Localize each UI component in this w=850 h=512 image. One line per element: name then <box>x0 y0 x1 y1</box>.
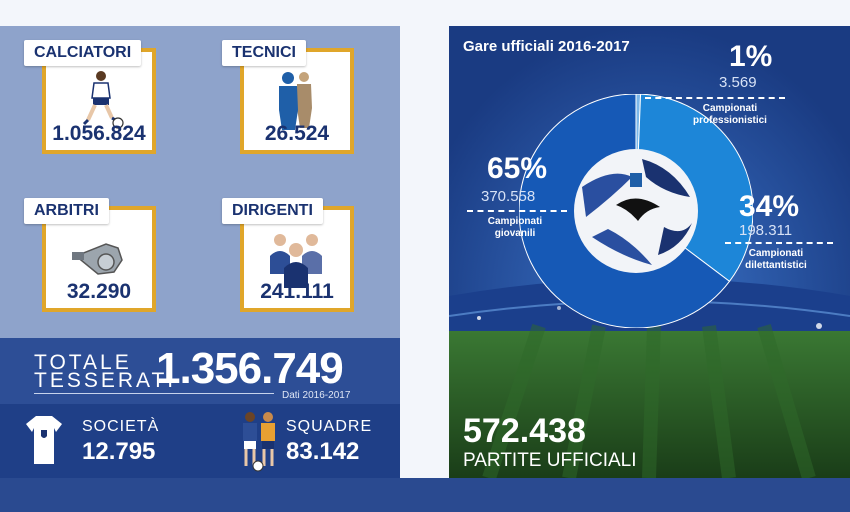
total-note: Dati 2016-2017 <box>282 390 351 401</box>
footballer-icon <box>82 71 124 129</box>
leader-line <box>645 97 785 99</box>
coaches-icon <box>279 72 312 130</box>
total-label: TOTALE TESSERATI <box>34 351 177 392</box>
card-label: TECNICI <box>222 40 306 66</box>
card-label: CALCIATORI <box>24 40 142 66</box>
squadre-value: 83.142 <box>286 438 360 465</box>
total-label-line2: TESSERATI <box>34 369 177 392</box>
societa-value: 12.795 <box>82 438 156 465</box>
tesserati-panel: CALCIATORI 1.056.824 TECNICI 26.524 ARBI… <box>0 26 400 478</box>
total-value: 1.356.749 <box>156 344 344 393</box>
matches-value: 572.438 <box>463 412 586 450</box>
bottom-strip <box>0 478 850 512</box>
societa-label: SOCIETÀ <box>82 418 160 435</box>
card-calciatori: CALCIATORI 1.056.824 <box>24 40 162 154</box>
leader-line <box>725 242 833 244</box>
societa-stat: SOCIETÀ 12.795 <box>82 418 159 466</box>
whistle-icon <box>72 243 123 275</box>
clubs-teams-bar: SOCIETÀ 12.795 SQUADRE 83.142 <box>0 404 400 478</box>
card-value: 241.111 <box>260 280 334 303</box>
slice-pct-professionisti: 1% <box>729 40 773 73</box>
matches-label: PARTITE UFFICIALI <box>463 450 637 471</box>
team-players-icon <box>243 412 275 472</box>
slice-count-dilettanti: 198.311 <box>739 222 793 239</box>
slice-label-giovanili: Campionati giovanili <box>487 216 543 239</box>
slice-pct-giovanili: 65% <box>487 152 548 185</box>
squadre-label: SQUADRE <box>286 418 373 435</box>
card-value: 26.524 <box>264 122 330 145</box>
total-rule <box>34 393 274 394</box>
pie-slice-1 <box>635 94 753 283</box>
card-label: ARBITRI <box>24 198 109 224</box>
jersey-icon <box>26 416 62 464</box>
card-value: 1.056.824 <box>52 122 146 145</box>
slice-pct-dilettanti: 34% <box>739 190 800 223</box>
managers-icon <box>270 234 322 288</box>
squadre-stat: SQUADRE 83.142 <box>286 418 372 466</box>
total-banner: TOTALE TESSERATI 1.356.749 Dati 2016-201… <box>0 338 400 404</box>
card-arbitri: ARBITRI 32.290 <box>24 198 162 312</box>
card-label: DIRIGENTI <box>222 198 323 224</box>
card-dirigenti: DIRIGENTI 241.111 <box>222 198 360 312</box>
slice-label-professionisti: Campionati professionistici <box>693 103 767 126</box>
card-tecnici: TECNICI 26.524 <box>222 40 360 154</box>
slice-count-giovanili: 370.558 <box>481 188 536 205</box>
leader-line <box>467 210 567 212</box>
ball-icon <box>574 149 698 273</box>
slice-label-dilettanti: Campionati dilettantistici <box>745 248 807 271</box>
matches-panel: Gare ufficiali 2016-2017 1% 3.569 Campio… <box>449 26 850 478</box>
total-label-line1: TOTALE <box>34 351 132 374</box>
chart-title: Gare ufficiali 2016-2017 <box>463 38 630 55</box>
slice-count-professionisti: 3.569 <box>719 74 757 91</box>
card-value: 32.290 <box>66 280 132 303</box>
